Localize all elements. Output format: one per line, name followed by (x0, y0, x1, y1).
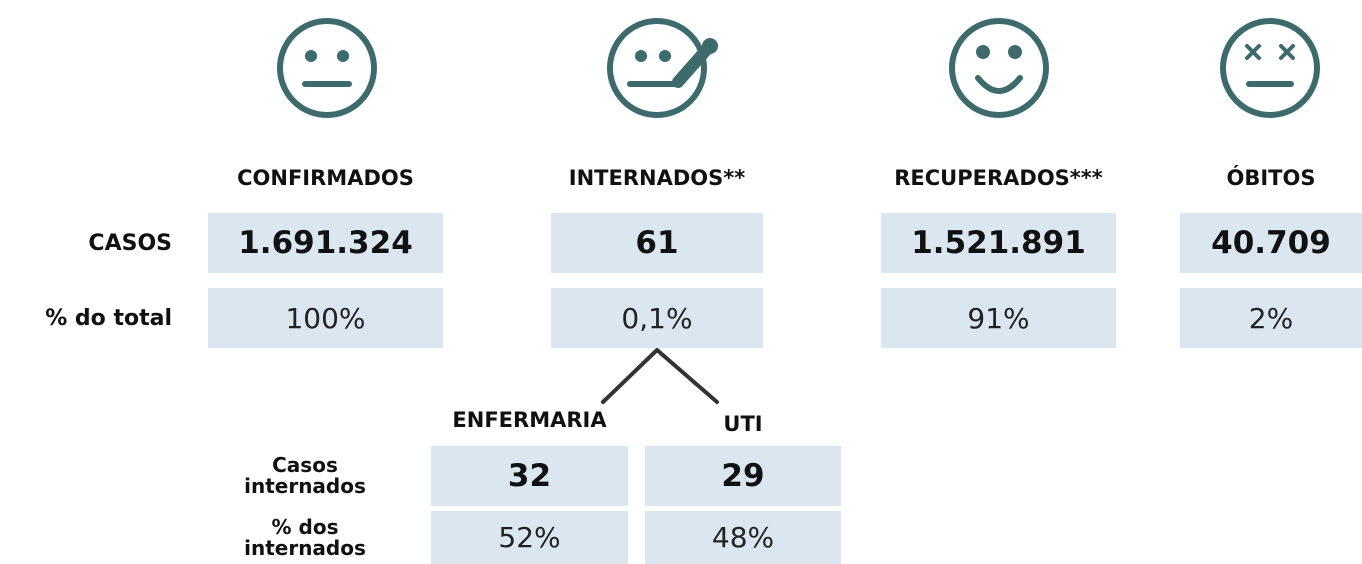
sub-row-label: % dos internados (220, 511, 390, 564)
icon-happy (949, 18, 1049, 118)
label-line: Casos (272, 453, 338, 477)
sub-title: UTI (723, 412, 763, 436)
label-line: internados (244, 474, 366, 498)
sub-row-label: Casos internados (220, 446, 390, 506)
sub-title: ENFERMARIA (452, 408, 607, 432)
row-label: CASOS (88, 230, 172, 256)
sub-cases-cell: 32 (431, 446, 628, 506)
icon-hospital (607, 18, 718, 118)
cases-cell: 1.691.324 (208, 213, 443, 273)
cases-cell: 61 (551, 213, 763, 273)
sub-percent-cell: 48% (645, 511, 841, 564)
sub-percent-cell: 52% (431, 511, 628, 564)
percent-cell: 100% (208, 288, 443, 348)
column-title: INTERNADOS** (568, 166, 746, 190)
row-label: % do total (45, 305, 172, 331)
cases-cell: 40.709 (1180, 213, 1362, 273)
icon-dead (1220, 18, 1320, 118)
cases-cell: 1.521.891 (881, 213, 1116, 273)
icon-neutral (277, 18, 377, 118)
connector (601, 347, 719, 404)
column-title: RECUPERADOS*** (894, 166, 1103, 190)
column-title: CONFIRMADOS (237, 166, 414, 190)
percent-cell: 91% (881, 288, 1116, 348)
percent-cell: 2% (1180, 288, 1362, 348)
column-title: ÓBITOS (1226, 166, 1316, 190)
percent-cell: 0,1% (551, 288, 763, 348)
label-line: internados (244, 535, 366, 560)
label-line: % dos (271, 514, 339, 539)
sub-cases-cell: 29 (645, 446, 841, 506)
